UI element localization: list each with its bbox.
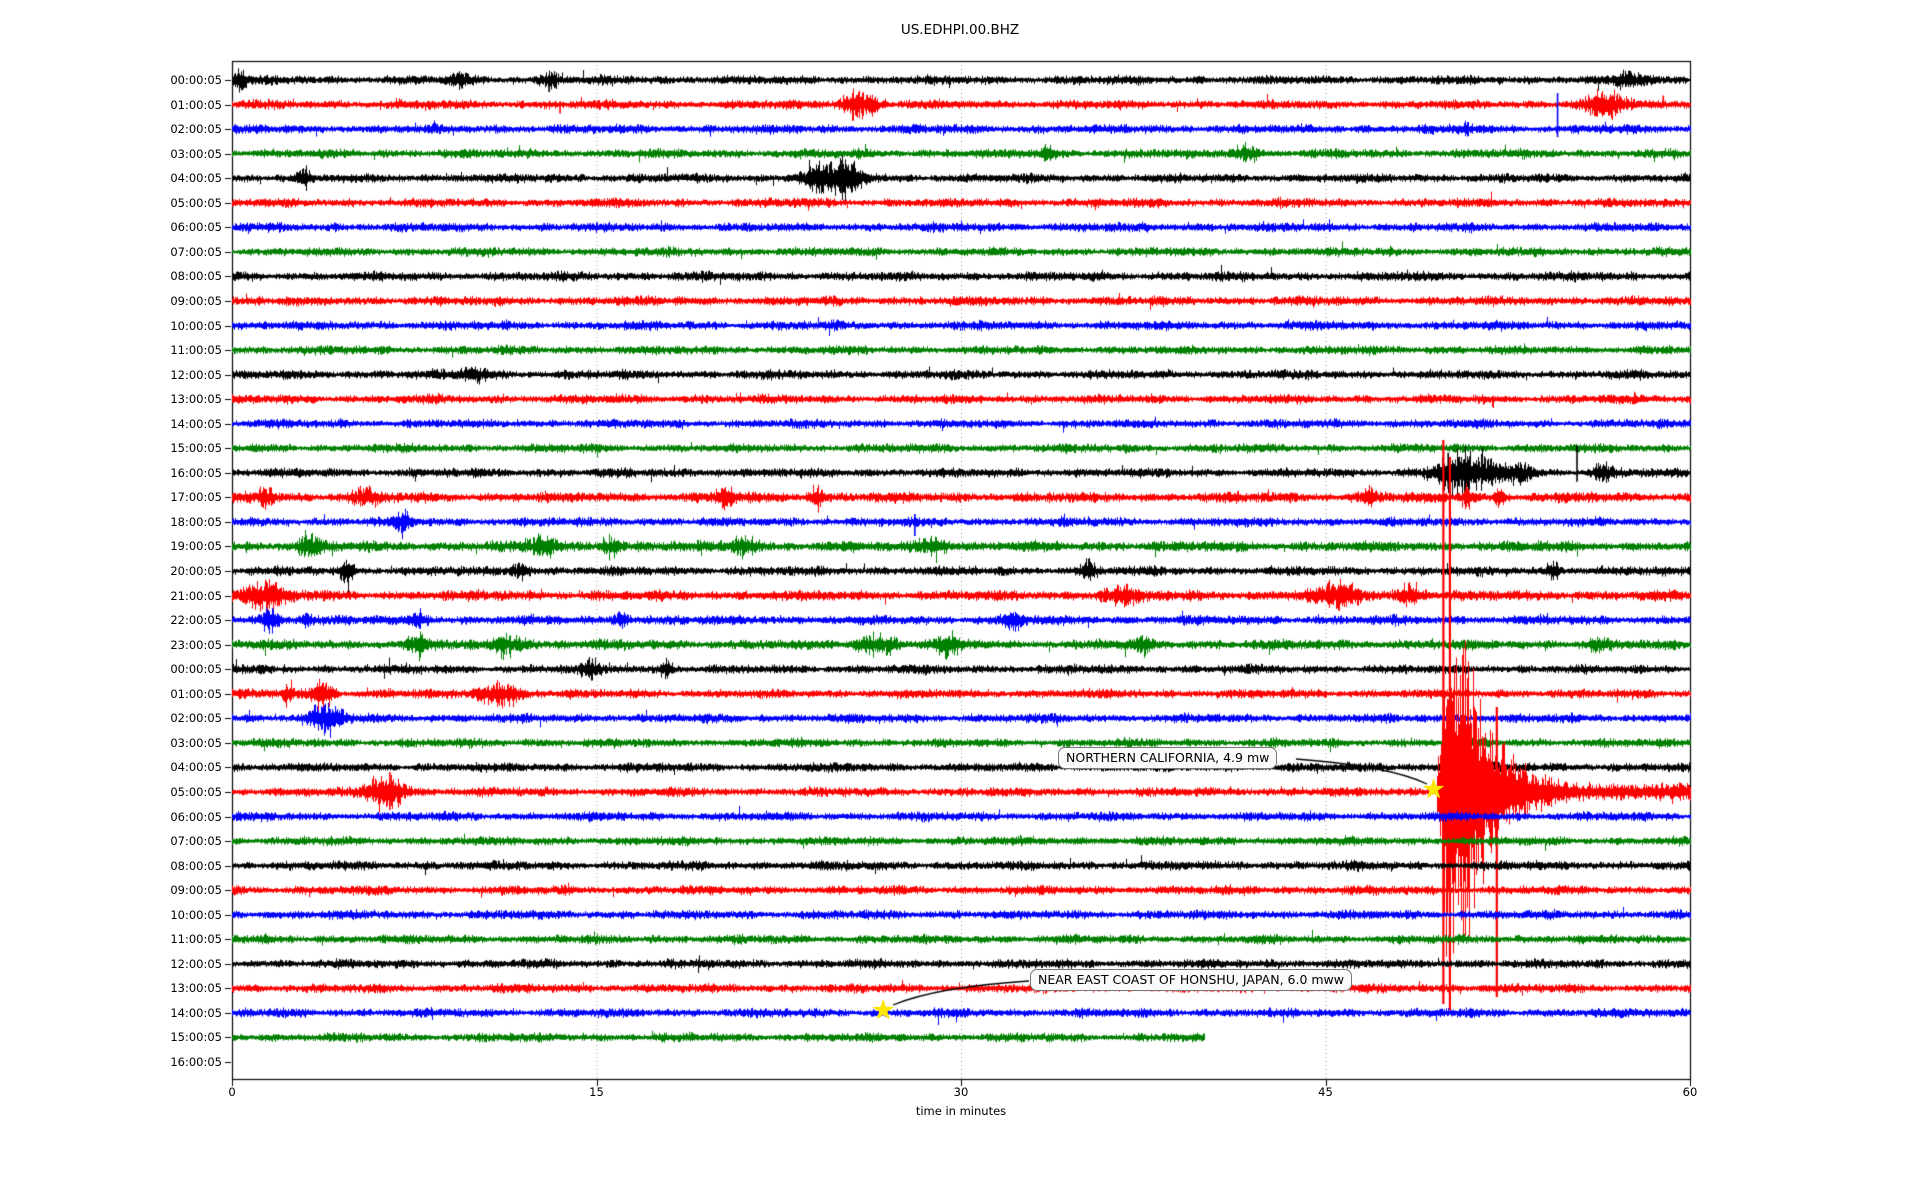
x-tick-label: 15 (589, 1085, 604, 1099)
trace-time-label: 06:00:05 (170, 809, 222, 824)
trace-time-label: 09:00:05 (170, 883, 222, 898)
event-annotation-box: NORTHERN CALIFORNIA, 4.9 mw (1058, 747, 1278, 769)
trace-time-label: 03:00:05 (170, 146, 222, 161)
trace-time-label: 03:00:05 (170, 735, 222, 750)
trace-time-label: 20:00:05 (170, 564, 222, 578)
trace-time-label: 02:00:05 (170, 711, 222, 726)
trace-time-label: 12:00:05 (170, 367, 222, 382)
trace-time-label: 13:00:05 (170, 981, 222, 996)
trace-time-label: 10:00:05 (170, 907, 222, 922)
trace-time-label: 16:00:05 (170, 1055, 222, 1069)
trace-time-label: 17:00:05 (170, 490, 222, 505)
x-tick-label: 0 (228, 1085, 236, 1099)
trace-time-label: 23:00:05 (170, 637, 222, 652)
trace-time-label: 09:00:05 (170, 293, 222, 308)
trace-time-label: 19:00:05 (170, 539, 222, 554)
x-tick-label: 30 (953, 1085, 969, 1099)
trace-time-label: 11:00:05 (170, 932, 222, 947)
trace-time-label: 01:00:05 (170, 97, 222, 112)
event-annotation-box: NEAR EAST COAST OF HONSHU, JAPAN, 6.0 mw… (1030, 969, 1352, 991)
trace-time-label: 02:00:05 (170, 122, 222, 137)
trace-time-label: 04:00:05 (170, 760, 222, 775)
trace-time-label: 14:00:05 (170, 416, 222, 431)
trace-time-label: 13:00:05 (170, 392, 222, 407)
trace-time-label: 04:00:05 (170, 171, 222, 186)
trace-time-label: 15:00:05 (170, 441, 222, 456)
trace-time-label: 00:00:05 (170, 662, 222, 677)
trace-time-label: 06:00:05 (170, 220, 222, 235)
trace-time-label: 10:00:05 (170, 318, 222, 333)
plot-title: US.EDHPI.00.BHZ (900, 22, 1020, 38)
trace-time-label: 16:00:05 (170, 465, 222, 480)
trace-time-label: 00:00:05 (170, 73, 222, 87)
trace-time-label: 14:00:05 (170, 1005, 222, 1020)
trace-time-label: 15:00:05 (170, 1030, 222, 1045)
trace-time-label: 18:00:05 (170, 514, 222, 529)
trace-time-label: 22:00:05 (170, 613, 222, 628)
trace-time-label: 07:00:05 (170, 834, 222, 849)
trace-time-label: 12:00:05 (170, 956, 222, 971)
x-tick-label: 60 (1682, 1085, 1698, 1099)
trace-time-label: 08:00:05 (170, 858, 222, 873)
x-axis-title: time in minutes (915, 1104, 1007, 1118)
trace-time-label: 05:00:05 (170, 784, 222, 799)
trace-time-label: 05:00:05 (170, 195, 222, 210)
trace-time-label: 11:00:05 (170, 343, 222, 358)
trace-time-label: 08:00:05 (170, 269, 222, 284)
trace-time-label: 01:00:05 (170, 686, 222, 701)
x-tick-label: 45 (1318, 1085, 1333, 1099)
event-star-icon: ★ (1421, 773, 1446, 805)
event-star-icon: ★ (871, 994, 896, 1026)
trace-time-label: 07:00:05 (170, 244, 222, 259)
trace-time-label: 21:00:05 (170, 588, 222, 603)
